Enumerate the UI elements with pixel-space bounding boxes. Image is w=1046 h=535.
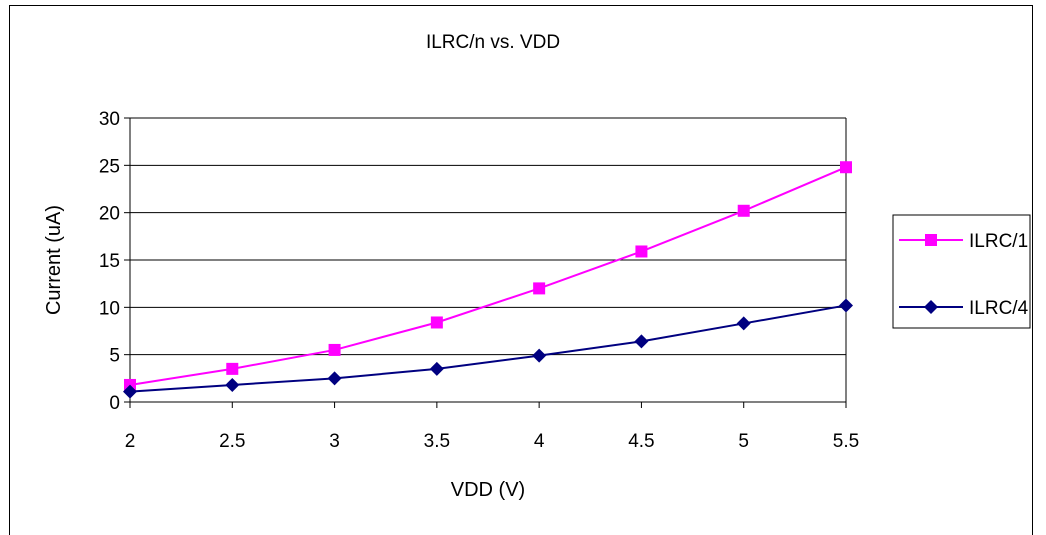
- y-axis-label: Current (uA): [43, 205, 65, 315]
- legend-item: ILRC/1: [899, 231, 1028, 252]
- data-point: [736, 316, 751, 331]
- series-line: [129, 304, 847, 393]
- series-layer: [123, 161, 853, 399]
- x-tick-label: 4.5: [628, 431, 654, 452]
- data-point: [840, 161, 852, 174]
- data-point: [328, 343, 341, 356]
- x-tick-labels: 2 2.5 3 3.5 4 4.5 5 5.5: [125, 402, 859, 452]
- y-tick-label: 25: [99, 156, 120, 177]
- x-tick-label: 5.5: [833, 431, 859, 452]
- legend: ILRC/1 ILRC/4: [892, 214, 1031, 329]
- data-point: [737, 204, 750, 217]
- data-point: [532, 348, 547, 363]
- data-point: [533, 282, 546, 295]
- data-point: [839, 298, 853, 313]
- y-tick-labels: 0 5 10 15 20 25 30: [99, 109, 120, 414]
- x-axis-label: VDD (V): [451, 479, 525, 501]
- legend-label: ILRC/1: [969, 231, 1028, 252]
- x-tick-label: 2.5: [219, 431, 245, 452]
- data-point: [430, 316, 443, 329]
- gridlines: [124, 117, 846, 403]
- y-tick-label: 30: [99, 109, 120, 130]
- legend-box: [892, 214, 1031, 329]
- y-tick-label: 20: [99, 204, 120, 225]
- data-point: [327, 371, 342, 386]
- x-tick-label: 3.5: [424, 431, 450, 452]
- data-point: [429, 361, 444, 376]
- x-tick-label: 3: [329, 431, 340, 452]
- y-tick-label: 0: [109, 393, 120, 414]
- data-point: [634, 334, 649, 349]
- data-point: [635, 245, 648, 258]
- x-tick-label: 5: [738, 431, 749, 452]
- legend-marker: [925, 234, 937, 246]
- chart-title: ILRC/n vs. VDD: [426, 32, 560, 53]
- series-line: [129, 166, 847, 386]
- data-point: [225, 377, 240, 392]
- y-tick-label: 5: [109, 346, 120, 367]
- series-ilrc-4: [123, 298, 853, 399]
- y-tick-label: 15: [99, 251, 120, 272]
- data-point: [226, 362, 239, 375]
- legend-label: ILRC/4: [969, 298, 1029, 319]
- y-tick-label: 10: [99, 298, 120, 319]
- legend-marker: [924, 300, 938, 314]
- legend-item: ILRC/4: [899, 298, 1029, 319]
- x-tick-label: 2: [125, 431, 136, 452]
- data-point: [123, 384, 137, 399]
- x-tick-label: 4: [534, 431, 545, 452]
